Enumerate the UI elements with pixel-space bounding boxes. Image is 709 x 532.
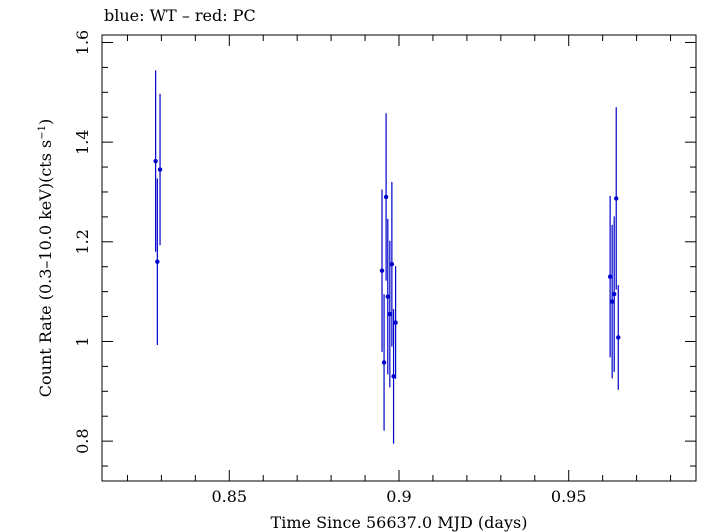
- data-point-wt: [153, 158, 158, 164]
- data-point-wt: [387, 311, 393, 317]
- data-point-wt: [379, 268, 385, 273]
- data-point-wt: [385, 294, 390, 299]
- data-point-wt: [393, 320, 398, 325]
- y-tick-label: 1.4: [73, 129, 92, 154]
- data-point-wt: [389, 262, 395, 267]
- y-tick-label: 1.6: [73, 30, 92, 55]
- data-point-wt: [614, 196, 619, 201]
- axis-ticks: [102, 35, 696, 481]
- data-point-wt: [609, 299, 615, 304]
- chart-title: blue: WT – red: PC: [104, 6, 256, 25]
- x-tick-label: 0.95: [551, 487, 587, 506]
- y-axis-label-close: ): [36, 119, 55, 125]
- plot-frame: [101, 34, 697, 482]
- data-point-wt: [381, 360, 387, 365]
- x-tick-label: 0.9: [386, 487, 411, 506]
- data-point-wt: [391, 374, 396, 379]
- y-axis-label-main: Count Rate (0.3–10.0 keV)(cts s: [36, 140, 55, 397]
- data-point-wt: [607, 274, 613, 279]
- y-tick-label: 1: [73, 336, 92, 346]
- y-axis-label: Count Rate (0.3–10.0 keV)(cts s−1): [36, 119, 55, 397]
- x-axis-label: Time Since 56637.0 MJD (days): [271, 513, 528, 532]
- y-tick-label: 0.8: [73, 428, 92, 453]
- data-point-wt: [157, 167, 163, 172]
- data-point-wt: [155, 259, 160, 264]
- data-points-layer: [153, 70, 621, 444]
- axis-tick-labels: 0.85 0.9 0.95 0.8 1 1.2 1.4 1.6: [73, 30, 587, 506]
- data-point-wt: [611, 291, 617, 297]
- y-tick-label: 1.2: [73, 229, 92, 254]
- x-tick-label: 0.85: [211, 487, 247, 506]
- data-point-wt: [383, 194, 389, 200]
- y-axis-label-superscript: −1: [37, 125, 48, 140]
- data-point-wt: [616, 335, 621, 340]
